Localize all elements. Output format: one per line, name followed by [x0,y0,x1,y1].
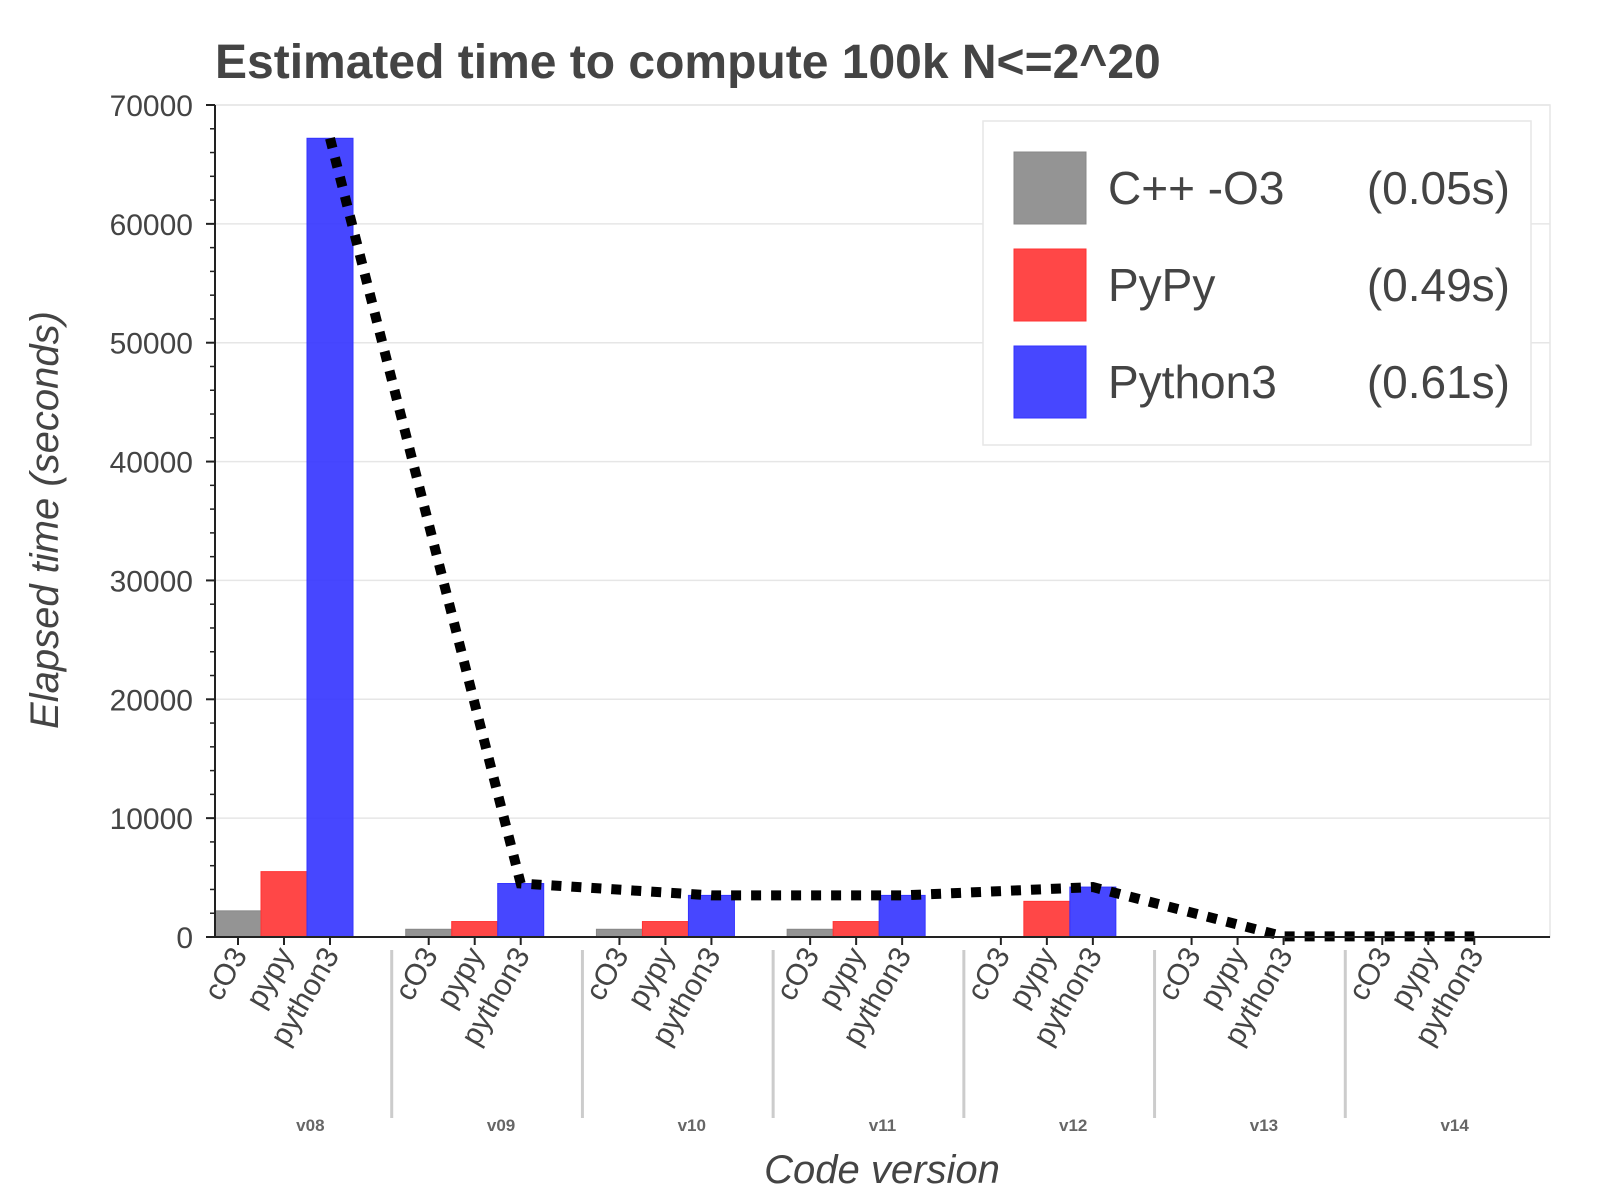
bar-pypy-v09 [451,921,499,938]
group-label-v12: v12 [1059,1116,1087,1135]
group-label-v08: v08 [296,1116,324,1135]
bar-pypy-v11 [832,921,880,938]
y-tick-label: 20000 [110,684,193,717]
bar-python3-v09 [497,883,545,938]
legend-time: (0.61s) [1367,356,1510,408]
bar-pypy-v12 [1023,900,1071,938]
bar-python3-v08 [306,137,354,938]
bar-cO3-v09 [405,928,453,938]
legend-label: Python3 [1108,356,1277,408]
legend-swatch-python3 [1013,345,1087,419]
legend-swatch-pypy [1013,248,1087,322]
legend-time: (0.49s) [1367,259,1510,311]
bar-python3-v12 [1069,886,1117,938]
group-label-v10: v10 [678,1116,706,1135]
bar-series [214,137,1117,938]
y-tick-label: 70000 [110,90,193,123]
group-label-v11: v11 [869,1116,896,1135]
y-tick-label: 30000 [110,565,193,598]
legend-label: C++ -O3 [1108,162,1284,214]
y-tick-labels: 0 10000 20000 30000 40000 50000 60000 70000 [110,90,193,955]
bar-cO3-v08 [214,910,262,938]
bar-pypy-v08 [260,871,308,938]
bar-python3-v11 [878,894,926,938]
y-tick-label: 40000 [110,447,193,480]
trend-line [325,137,1475,942]
trend-polyline [325,137,1475,942]
bar-cO3-v10 [595,928,643,938]
group-labels: v08 v09 v10 v11 v12 v13 v14 [296,950,1469,1135]
y-tick-label: 60000 [110,209,193,242]
axes [206,104,1550,945]
legend-swatch-cO3 [1013,151,1087,225]
legend-label: PyPy [1108,259,1215,311]
bar-python3-v10 [687,894,735,938]
chart-title: Estimated time to compute 100k N<=2^20 [215,36,1161,89]
legend: C++ -O3 (0.05s) PyPy (0.49s) Python3 (0.61s) [982,120,1532,446]
group-label-v13: v13 [1250,1116,1278,1135]
bar-pypy-v10 [641,921,689,938]
x-axis-label: Code version [764,1148,1000,1192]
y-tick-label: 50000 [110,328,193,361]
group-label-v14: v14 [1440,1116,1469,1135]
y-tick-label: 10000 [110,803,193,836]
y-axis-label: Elapsed time (seconds) [23,311,67,729]
group-label-v09: v09 [487,1116,515,1135]
y-tick-label: 0 [176,922,193,955]
bar-cO3-v11 [786,928,834,938]
legend-time: (0.05s) [1367,162,1510,214]
